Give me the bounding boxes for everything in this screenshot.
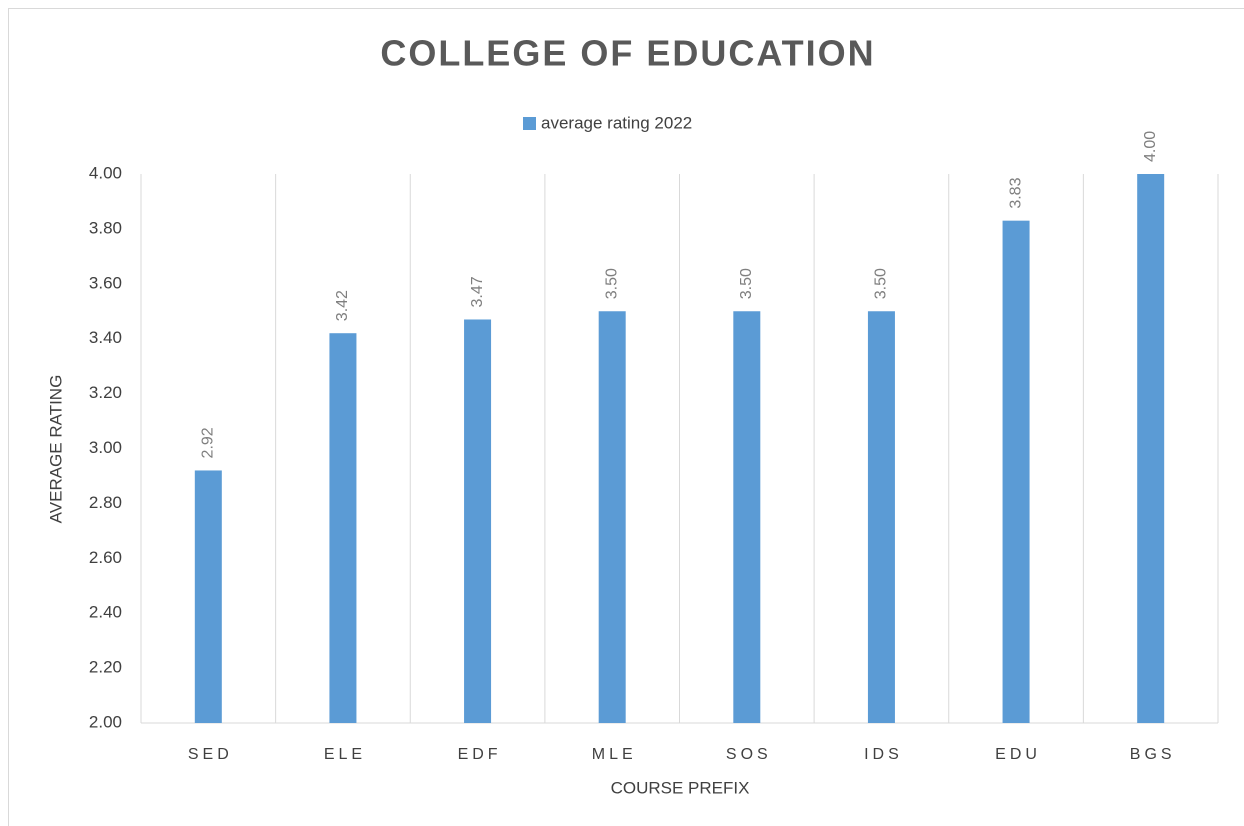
x-tick-label: BGS: [1130, 746, 1176, 763]
y-tick-label: 2.80: [89, 493, 122, 512]
value-label: 3.47: [469, 276, 486, 307]
bar: [598, 311, 626, 723]
bar: [867, 311, 895, 723]
value-label: 3.83: [1007, 177, 1024, 208]
value-label: 3.50: [873, 268, 890, 299]
x-tick-label: EDU: [995, 746, 1041, 763]
bar: [1002, 220, 1030, 724]
y-tick-label: 4.00: [89, 163, 122, 182]
y-tick-label: 3.00: [89, 438, 122, 457]
legend-label: average rating 2022: [541, 113, 692, 132]
x-tick-label: SED: [188, 746, 233, 763]
x-tick-label: ELE: [324, 746, 366, 763]
y-axis-label: AVERAGE RATING: [46, 375, 65, 524]
y-tick-label: 3.80: [89, 218, 122, 237]
value-label: 3.50: [738, 268, 755, 299]
bar: [733, 311, 761, 723]
value-label: 3.42: [334, 290, 351, 321]
y-tick-label: 3.20: [89, 383, 122, 402]
bar: [329, 333, 357, 723]
bar: [194, 470, 222, 723]
x-tick-label: EDF: [458, 746, 502, 763]
bar: [1137, 174, 1165, 723]
y-tick-label: 2.00: [89, 712, 122, 731]
x-tick-label: IDS: [864, 746, 903, 763]
value-label: 3.50: [603, 268, 620, 299]
x-tick-label: SOS: [726, 746, 772, 763]
value-label: 2.92: [200, 427, 217, 458]
value-label: 4.00: [1142, 131, 1159, 162]
y-tick-label: 3.60: [89, 273, 122, 292]
chart-title: COLLEGE OF EDUCATION: [380, 33, 875, 74]
y-tick-label: 3.40: [89, 328, 122, 347]
legend-swatch: [523, 117, 536, 130]
x-axis-label: COURSE PREFIX: [611, 778, 750, 797]
x-tick-label: MLE: [592, 746, 637, 763]
y-tick-label: 2.20: [89, 658, 122, 677]
y-tick-label: 2.60: [89, 548, 122, 567]
bar: [464, 319, 492, 723]
y-tick-label: 2.40: [89, 603, 122, 622]
